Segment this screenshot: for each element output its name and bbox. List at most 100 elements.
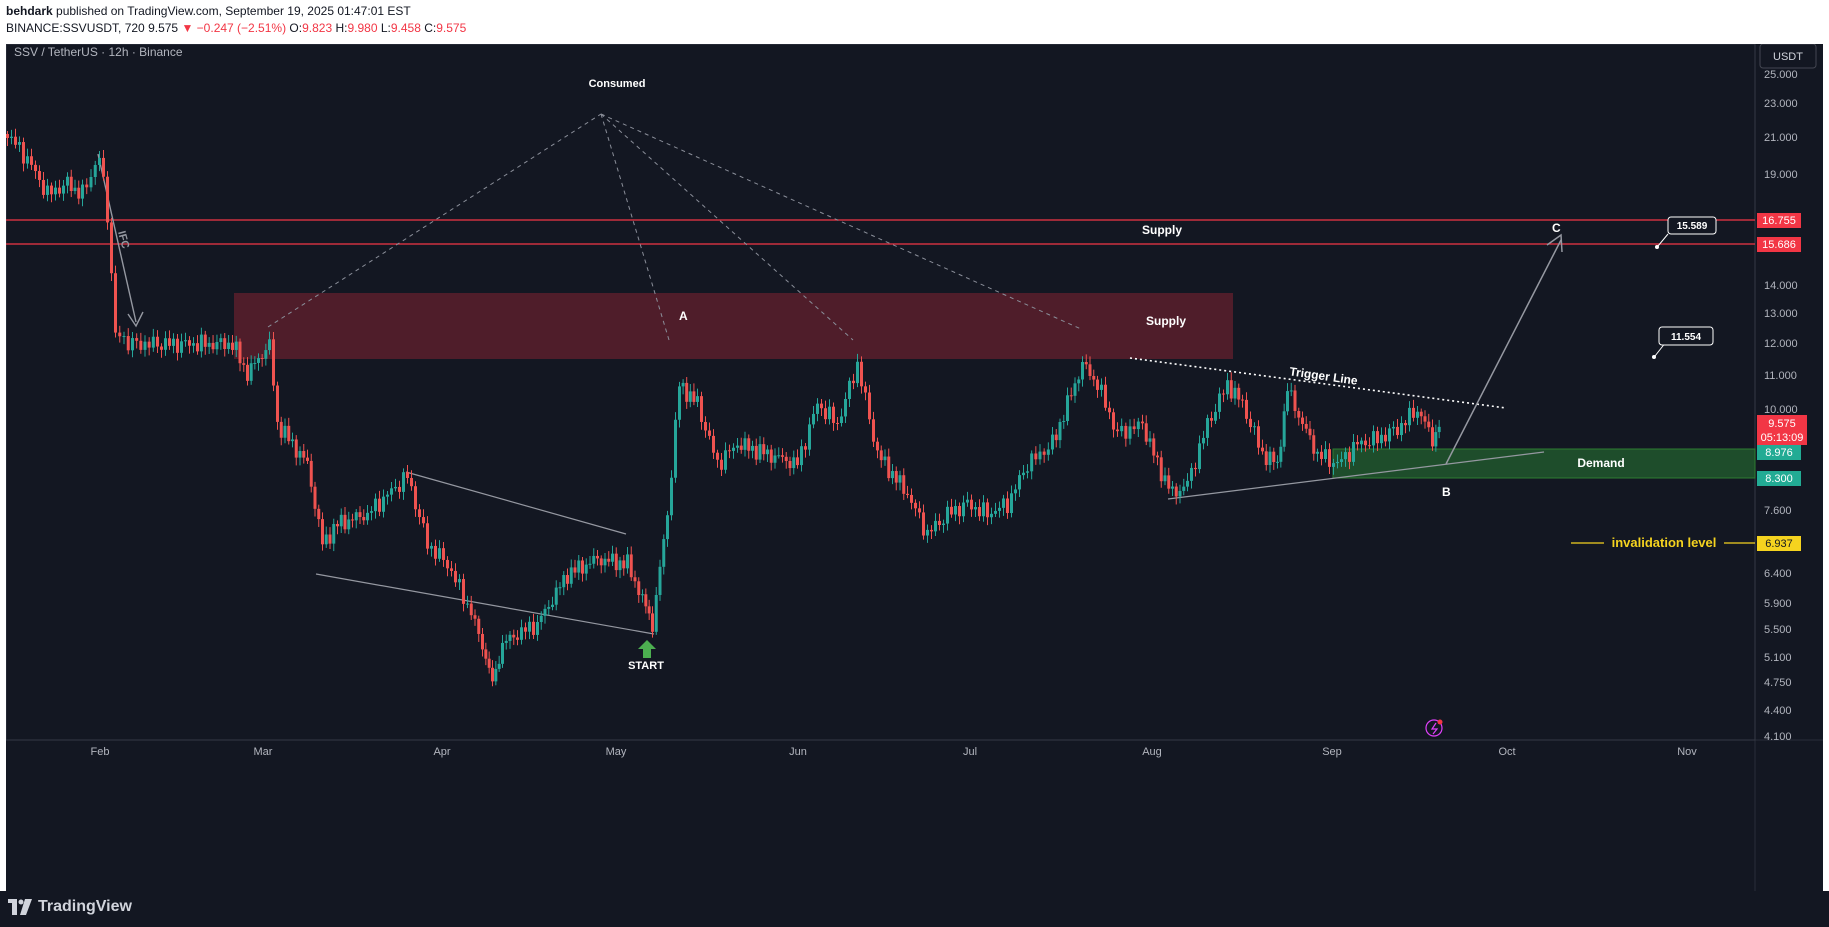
candle-body [180,341,183,353]
candle-body [804,446,807,450]
candle-body [14,136,17,145]
candle-body [629,554,633,578]
candle-body [458,579,461,583]
candle-body [800,446,803,466]
candle-body [1178,490,1182,497]
ascending-support-line[interactable] [1167,451,1545,500]
candle-body [332,523,336,544]
candle-body [298,451,302,458]
ifc-arrow[interactable] [97,153,137,323]
candle-body [398,486,401,492]
candle-body [1237,387,1241,400]
candle-body [942,523,945,525]
tradingview-logo[interactable]: TradingView [8,898,132,916]
candle-body [1324,449,1327,459]
projection-arrow-head-icon [1546,233,1563,253]
demand-zone[interactable] [1332,448,1756,479]
candle-body [828,406,831,420]
currency-button[interactable] [1759,43,1817,69]
candle-body [126,336,130,351]
candle-body [1128,426,1132,439]
price-axis-label: 5.100 [1764,652,1792,664]
candle-body [982,502,985,517]
target-1-box[interactable] [1667,216,1717,235]
candle-body [1148,438,1152,442]
candle-body [958,506,961,517]
supply-zone[interactable] [234,293,1233,359]
candle-body [1416,411,1419,418]
price-axis-label: 12.000 [1764,338,1798,350]
candle-body [1186,480,1189,487]
candle-body [950,506,953,515]
candle-body [131,338,134,351]
candle-body [1108,407,1111,413]
low-value: 9.458 [390,21,421,35]
candle-body [986,502,989,518]
badge-supply-bottom-text: 15.686 [1762,239,1796,251]
candle-body [1272,451,1276,463]
candle-body [1332,463,1335,467]
candle-body [607,558,611,562]
candle-body [766,449,769,455]
candle-body [62,185,65,194]
alert-dot [1437,719,1443,725]
candle-body [536,621,539,635]
candle-body [477,618,481,634]
lightning-icon[interactable] [1425,719,1443,737]
chart-area[interactable]: SSV / TetherUS · 12h · Binance Supply Su… [5,43,1823,891]
candle-body [354,512,358,521]
target-2-box[interactable] [1658,326,1714,346]
candle-body [1046,449,1050,455]
candle-body [641,594,644,596]
candle-body [970,499,973,510]
candle-body [712,435,715,453]
candle-body [588,563,592,565]
candle-body [219,338,223,343]
projection-arrow[interactable] [1445,239,1562,465]
falling-wedge[interactable] [315,471,655,635]
candle-body [784,456,788,461]
candle-body [184,340,187,342]
candle-body [473,615,477,619]
badge-invalidation [1757,536,1801,551]
candle-body [1077,379,1081,384]
close-label: C: [424,21,437,35]
candle-body [743,438,747,450]
price-axis-labels: 25.00023.00021.00019.00017.00014.00013.0… [1764,69,1798,743]
candle-body [696,396,699,402]
candle-body [1400,423,1403,436]
high-value: 9.980 [347,21,378,35]
candle-body [106,176,109,223]
candle-body [558,587,562,589]
candle-body [1368,445,1371,447]
candle-body [1152,438,1156,456]
candle-body [253,362,257,364]
candle-body [139,340,143,350]
candle-body [840,416,843,423]
candle-body [670,477,673,516]
start-label: START [628,660,664,672]
start-arrow-icon [638,640,656,658]
publisher-name[interactable]: behdark [6,4,53,18]
candle-body [1376,431,1379,444]
publish-header: behdark published on TradingView.com, Se… [0,0,1829,42]
price-chart[interactable]: SSV / TetherUS · 12h · Binance Supply Su… [5,43,1823,891]
candle-body [1190,467,1193,481]
candle-body [637,581,641,596]
candle-body [1141,421,1144,424]
candle-body [279,421,283,438]
trigger-line[interactable] [1129,357,1507,409]
candle-body [93,164,97,177]
candle-body [1233,387,1237,399]
time-axis-label: Jul [963,746,977,758]
candle-body [54,187,57,195]
candle-body [1112,412,1115,430]
candle-body [164,338,167,350]
candle-body [1264,451,1268,466]
candle-body [249,363,253,381]
price-axis-label: 14.000 [1764,280,1798,292]
candle-body [812,413,815,425]
ohlc-line: BINANCE:SSVUSDT, 720 9.575 ▼ −0.247 (−2.… [6,21,466,35]
time-axis-labels: Feb Mar Apr May Jun Jul Aug Sep Oct Nov [91,746,1698,758]
candlestick-series[interactable] [6,128,1441,687]
